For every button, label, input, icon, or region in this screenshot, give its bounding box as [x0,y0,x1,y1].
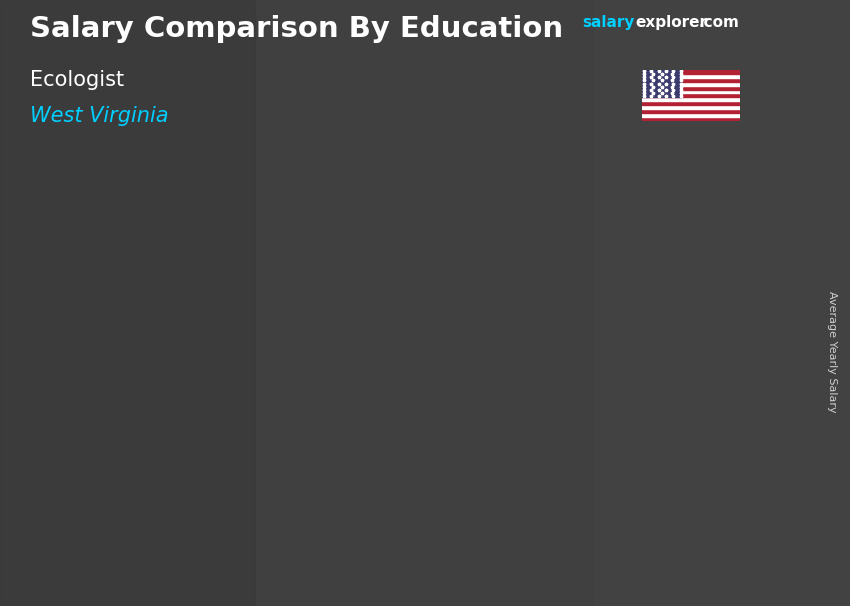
Bar [642,113,740,117]
Bar [642,98,740,101]
Bar [595,0,850,606]
Bar [122,380,220,533]
Text: 147,000 USD: 147,000 USD [351,299,482,318]
Text: explorer: explorer [636,15,708,30]
Bar [642,70,740,74]
Bar [642,90,740,93]
Text: West Virginia: West Virginia [30,106,168,126]
Bar [642,82,740,85]
Polygon shape [454,328,468,533]
Text: Average Yearly Salary: Average Yearly Salary [827,291,837,412]
Text: salary: salary [582,15,635,30]
Text: .com: .com [699,15,740,30]
Bar [590,241,688,533]
Polygon shape [688,241,701,533]
Bar [642,85,740,90]
Text: +42%: +42% [468,111,575,144]
Text: 210,000 USD: 210,000 USD [585,212,716,230]
Bar [642,105,740,109]
Bar [642,109,740,113]
Polygon shape [220,380,234,533]
Bar [642,74,740,78]
Bar [642,101,740,105]
Text: 110,000 USD: 110,000 USD [117,351,248,369]
Text: Salary Comparison By Education: Salary Comparison By Education [30,15,563,43]
Text: +33%: +33% [234,198,342,231]
Text: Ecologist: Ecologist [30,70,124,90]
Bar [0,0,255,606]
Bar [642,78,740,82]
Bar [642,93,740,98]
Bar [355,328,454,533]
Bar [642,70,681,98]
Bar [642,117,740,121]
